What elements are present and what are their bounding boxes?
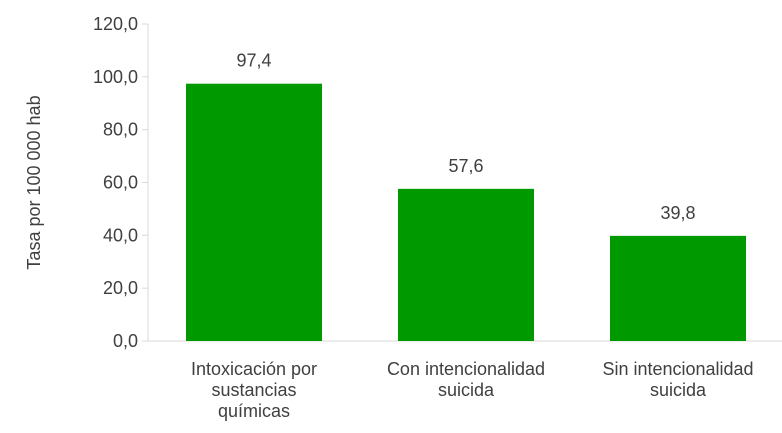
y-tick-label: 100,0 bbox=[93, 67, 138, 87]
y-axis-title: Tasa por 100 000 hab bbox=[24, 95, 44, 269]
bars: 97,4 57,6 39,8 bbox=[186, 51, 746, 342]
x-category-label: Con intencionalidad suicida bbox=[387, 359, 545, 400]
x-axis-labels: Intoxicación por sustancias químicas Con in… bbox=[191, 359, 754, 421]
y-tick-label: 60,0 bbox=[103, 173, 138, 193]
x-category-label-line: Sin intencionalidad bbox=[602, 359, 753, 379]
x-category-label: Intoxicación por sustancias químicas bbox=[191, 359, 317, 421]
x-category-label-line: suicida bbox=[650, 380, 707, 400]
y-tick-label: 80,0 bbox=[103, 120, 138, 140]
y-tick-label: 20,0 bbox=[103, 278, 138, 298]
x-category-label-line: suicida bbox=[438, 380, 495, 400]
x-category-label-line: químicas bbox=[218, 401, 290, 421]
bar bbox=[186, 83, 322, 342]
x-category-label: Sin intencionalidad suicida bbox=[602, 359, 753, 400]
x-category-label-line: Con intencionalidad bbox=[387, 359, 545, 379]
y-tick-label: 40,0 bbox=[103, 225, 138, 245]
x-category-label-line: Intoxicación por bbox=[191, 359, 317, 379]
y-tick-label: 0,0 bbox=[113, 331, 138, 351]
bar-data-label: 97,4 bbox=[236, 51, 271, 71]
bar bbox=[610, 235, 746, 341]
y-tick-label: 120,0 bbox=[93, 14, 138, 34]
bar bbox=[398, 188, 534, 341]
bar-data-label: 57,6 bbox=[448, 156, 483, 176]
x-category-label-line: sustancias bbox=[211, 380, 296, 400]
bar-data-label: 39,8 bbox=[660, 203, 695, 223]
